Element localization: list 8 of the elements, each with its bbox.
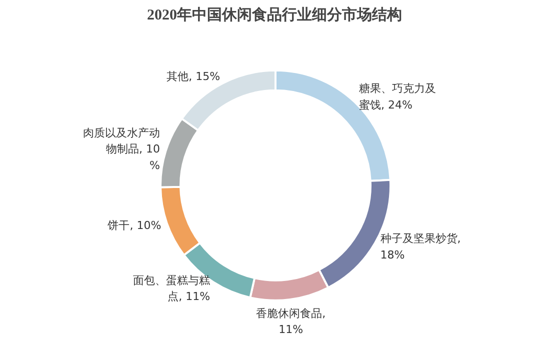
- slice-label: 种子及坚果炒货, 18%: [380, 232, 461, 262]
- slice-label: 其他, 15%: [166, 70, 220, 84]
- slice-label: 肉质以及水产动物制品, 10%: [82, 126, 160, 172]
- slice-label: 糖果、巧克力及蜜饯, 24%: [359, 82, 436, 112]
- chart-title: 2020年中国休闲食品行业细分市场结构: [147, 6, 402, 24]
- slice-label: 香脆休闲食品, 11%: [256, 306, 326, 336]
- slice-label: 面包、蛋糕与糕点, 11%: [133, 274, 210, 304]
- slice-label: 饼干, 10%: [106, 218, 162, 232]
